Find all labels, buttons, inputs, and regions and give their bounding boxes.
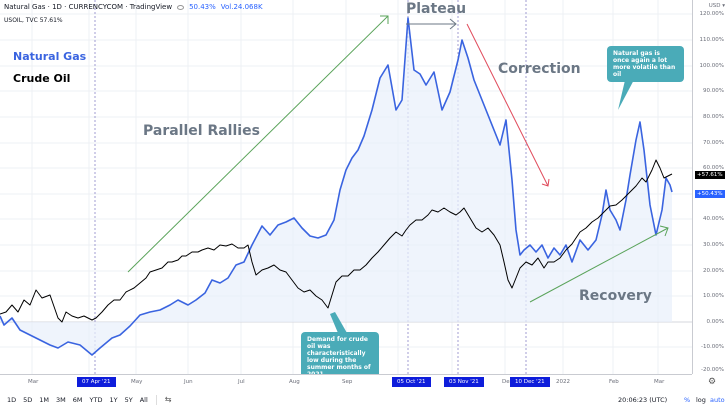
range-5d[interactable]: 5D bbox=[23, 395, 33, 404]
x-tick: Mar bbox=[654, 379, 665, 385]
volume-value: Vol.24.068K bbox=[220, 3, 263, 11]
utc-clock[interactable]: 20:06:23 (UTC) bbox=[618, 396, 668, 404]
date-badge: 07 Apr '21 bbox=[77, 377, 116, 387]
x-tick: 2022 bbox=[556, 379, 570, 385]
recovery-arrow bbox=[529, 225, 669, 303]
parallel-rallies-arrow bbox=[127, 15, 389, 273]
x-tick: Aug bbox=[289, 379, 300, 385]
range-1m[interactable]: 1M bbox=[39, 395, 50, 404]
plateau-arrow bbox=[406, 18, 457, 30]
x-tick: Sep bbox=[342, 379, 353, 385]
range-5y[interactable]: 5Y bbox=[124, 395, 133, 404]
symbol-title: Natural Gas · 1D · CURRENCYCOM · Trading… bbox=[4, 3, 173, 11]
y-tick: 40.00% bbox=[703, 216, 724, 222]
y-tick: 100.00% bbox=[699, 63, 724, 69]
time-axis[interactable]: Mar May Jun Jul Aug Sep De 2022 Feb Mar … bbox=[0, 374, 692, 388]
callout-gas-pointer bbox=[618, 76, 636, 110]
go-to-date-calendar-icon[interactable]: ⇆ bbox=[164, 395, 172, 404]
y-tick: 60.00% bbox=[703, 165, 724, 171]
price-chart[interactable] bbox=[0, 0, 692, 374]
range-1d[interactable]: 1D bbox=[7, 395, 17, 404]
label-parallel-rallies: Parallel Rallies bbox=[143, 123, 260, 139]
label-correction: Correction bbox=[498, 61, 581, 77]
gas-line bbox=[0, 17, 673, 356]
visibility-eye-icon[interactable] bbox=[177, 4, 185, 10]
auto-scale-toggle[interactable]: auto bbox=[710, 396, 725, 404]
currency-selector[interactable]: USD ▾ bbox=[708, 3, 725, 9]
callout-oil-demand: Demand for crude oil was characteristica… bbox=[301, 332, 379, 382]
gas-area bbox=[0, 18, 672, 355]
legend-natural-gas: Natural Gas bbox=[13, 50, 87, 63]
overlay-symbol: USOIL, TVC 57.61% bbox=[4, 17, 63, 24]
log-scale-toggle[interactable]: log bbox=[696, 396, 706, 404]
x-tick: De bbox=[502, 379, 510, 385]
callout-oil-pointer bbox=[330, 312, 347, 333]
correction-arrow bbox=[466, 23, 550, 187]
range-1y[interactable]: 1Y bbox=[109, 395, 118, 404]
x-tick: Mar bbox=[28, 379, 39, 385]
change-value: 50.43% bbox=[189, 3, 216, 11]
y-tick: 90.00% bbox=[703, 88, 724, 94]
symbol-header: Natural Gas · 1D · CURRENCYCOM · Trading… bbox=[4, 3, 263, 11]
range-all[interactable]: All bbox=[139, 395, 148, 404]
y-tick: 0.00% bbox=[706, 319, 724, 325]
y-tick: -20.00% bbox=[701, 367, 724, 373]
x-tick: Jun bbox=[184, 379, 193, 385]
oil-line bbox=[0, 159, 673, 323]
callout-gas-volatile: Natural gas is once again a lot more vol… bbox=[607, 46, 684, 82]
range-3m[interactable]: 3M bbox=[56, 395, 66, 404]
settings-gear-icon[interactable]: ⚙ bbox=[708, 377, 717, 387]
range-6m[interactable]: 6M bbox=[72, 395, 83, 404]
date-badge: 03 Nov '21 bbox=[444, 377, 484, 387]
percent-scale-toggle[interactable]: % bbox=[684, 396, 691, 404]
gas-last-price-badge: +50.43% bbox=[695, 190, 725, 198]
oil-last-price-badge: +57.61% bbox=[695, 171, 725, 179]
label-plateau: Plateau bbox=[406, 1, 467, 17]
y-tick: 80.00% bbox=[703, 114, 724, 120]
y-tick: 110.00% bbox=[699, 37, 724, 43]
label-recovery: Recovery bbox=[579, 288, 652, 304]
bottom-toolbar: 1D 5D 1M 3M 6M YTD 1Y 5Y All ⇆ bbox=[0, 390, 728, 409]
y-tick: 30.00% bbox=[703, 242, 724, 248]
y-tick: -10.00% bbox=[701, 344, 724, 350]
y-tick: 20.00% bbox=[703, 268, 724, 274]
price-axis[interactable]: USD ▾ 120.00% 110.00% 100.00% 90.00% 80.… bbox=[692, 0, 728, 374]
y-tick: 120.00% bbox=[699, 11, 724, 17]
date-badge: 10 Dec '21 bbox=[510, 377, 550, 387]
x-tick: May bbox=[131, 379, 143, 385]
toolbar-divider bbox=[155, 394, 157, 405]
y-tick: 10.00% bbox=[703, 293, 724, 299]
y-tick: 70.00% bbox=[703, 140, 724, 146]
legend-crude-oil: Crude Oil bbox=[13, 72, 71, 85]
x-tick: Feb bbox=[609, 379, 619, 385]
range-ytd[interactable]: YTD bbox=[89, 395, 103, 404]
date-badge: 05 Oct '21 bbox=[392, 377, 431, 387]
x-tick: Jul bbox=[238, 379, 245, 385]
